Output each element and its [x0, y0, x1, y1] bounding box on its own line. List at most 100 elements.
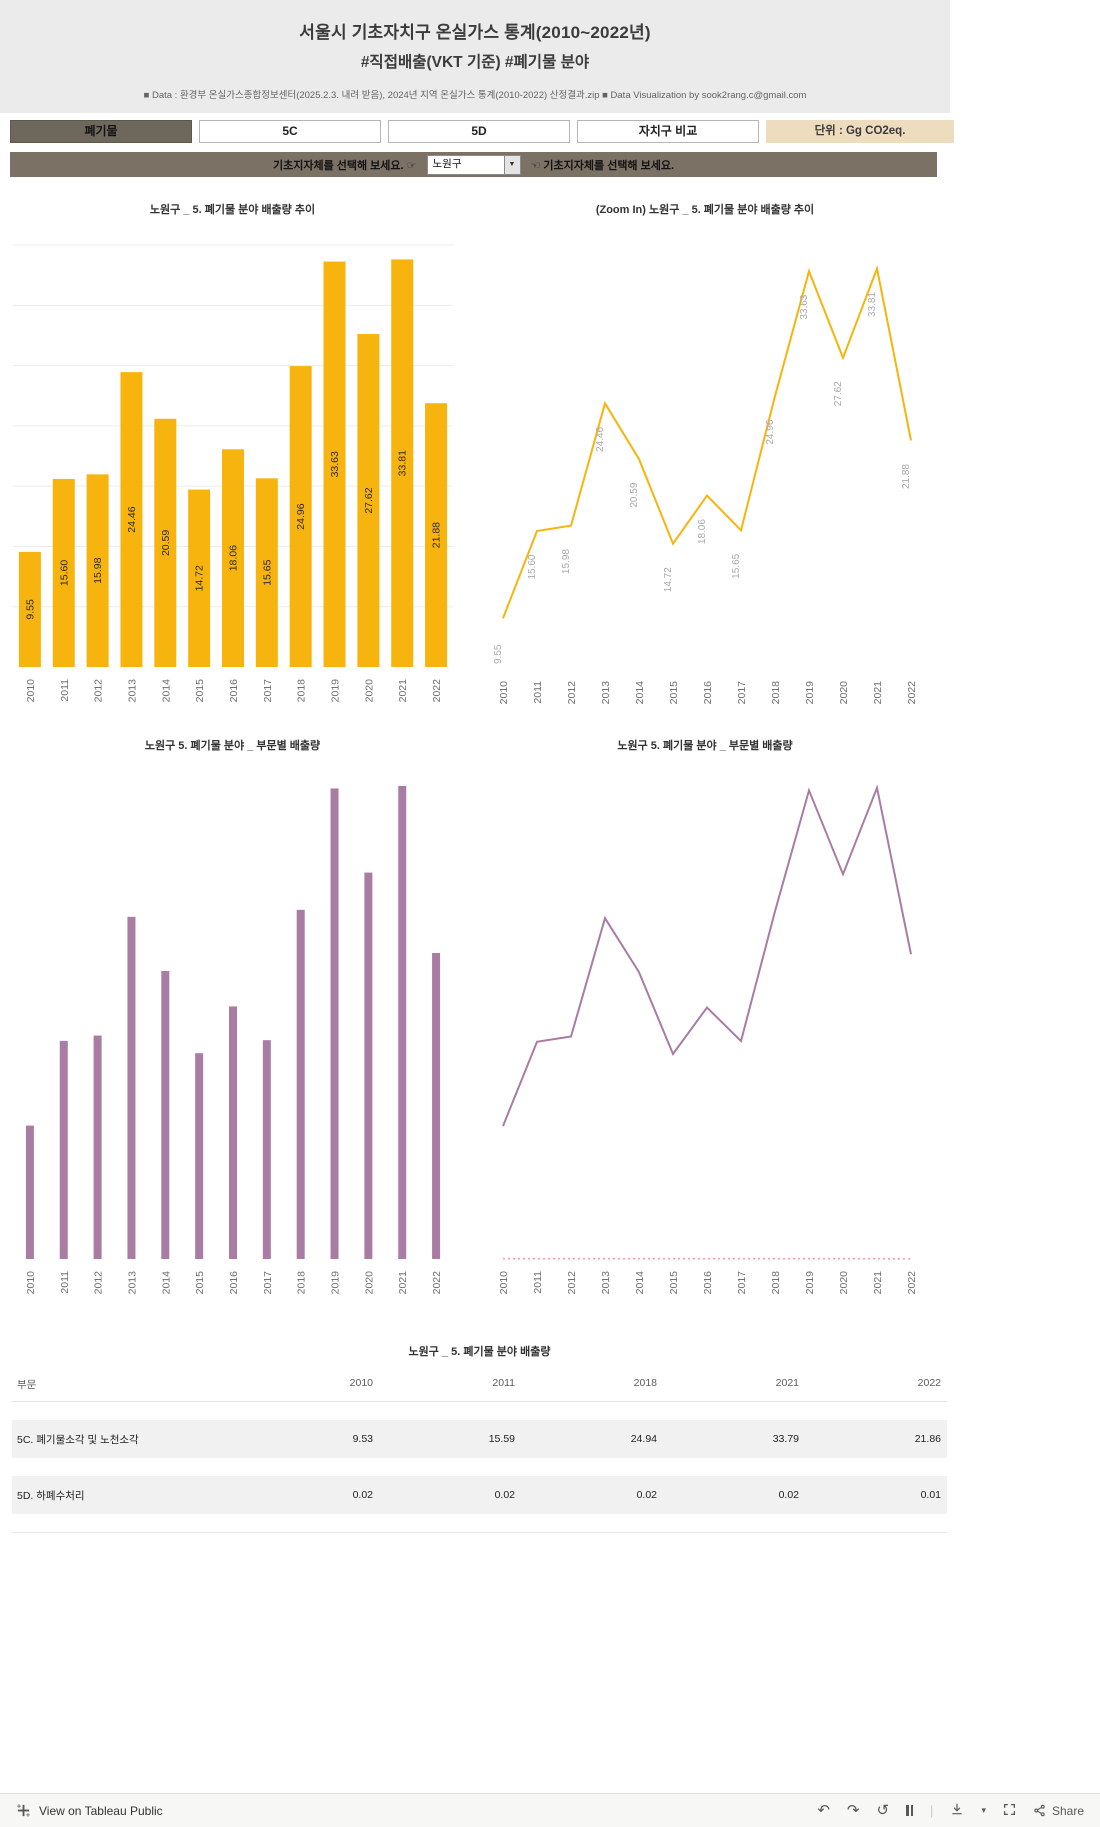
share-label: Share [1051, 1803, 1084, 1818]
svg-text:15.60: 15.60 [58, 560, 70, 586]
bar-2016[interactable] [221, 449, 244, 667]
bar-2015[interactable] [194, 1053, 203, 1259]
chart-sector-line: 노원구 5. 폐기물 분야 _ 부문별 배출량 2010 2011 2012 2013… [465, 725, 945, 1317]
redo-icon[interactable]: ↷ [846, 1802, 860, 1819]
chart-emissions-trend-bar: 노원구 _ 5. 폐기물 분야 배출량 추이 9.55 15.60 15.98 24.… [0, 189, 465, 725]
svg-text:15.98: 15.98 [561, 549, 572, 574]
toolbar-icons: ↶ ↷ ↺ | ▾ [817, 1802, 1084, 1819]
bar-2018[interactable] [296, 909, 305, 1259]
bar-2019[interactable] [323, 261, 346, 667]
selector-prompt-right: ☜ 기초지자체를 선택해 보세요. [530, 159, 675, 172]
x-axis-label: 2019 [804, 681, 816, 705]
x-axis-label: 2011 [532, 1271, 544, 1294]
bar-2010[interactable] [18, 551, 41, 667]
chart-title: (Zoom In) 노원구 _ 5. 폐기물 분야 배출량 추이 [595, 204, 815, 216]
svg-text:24.46: 24.46 [125, 506, 137, 532]
charts-grid: 노원구 _ 5. 폐기물 분야 배출량 추이 9.55 15.60 15.98 24.… [0, 189, 950, 1317]
selector-bar: 기초지자체를 선택해 보세요. ☞ 노원구 ▼ ☜ 기초지자체를 선택해 보세요… [10, 152, 937, 177]
district-dropdown[interactable]: 노원구 ▼ [426, 154, 521, 175]
tab-district-compare[interactable]: 자치구 비교 [577, 120, 759, 143]
x-axis-label: 2018 [295, 679, 307, 703]
download-icon[interactable] [950, 1802, 964, 1819]
svg-text:9.55: 9.55 [24, 599, 36, 620]
view-on-tableau-label: View on Tableau Public [39, 1803, 163, 1818]
download-caret-icon[interactable]: ▾ [981, 1805, 986, 1815]
line-series[interactable] [502, 264, 912, 619]
svg-text:20.59: 20.59 [629, 482, 640, 507]
svg-text:14.72: 14.72 [663, 567, 674, 592]
bar-2017[interactable] [262, 1040, 271, 1259]
svg-text:15.98: 15.98 [92, 557, 104, 583]
x-axis-label: 2015 [194, 679, 206, 703]
page-subtitle: #직접배출(VKT 기준) #폐기물 분야 [360, 54, 590, 71]
table-bottom-rule [12, 1532, 947, 1533]
x-axis-label: 2014 [160, 1271, 172, 1295]
svg-text:15.60: 15.60 [527, 554, 538, 579]
bar-2013[interactable] [119, 372, 142, 667]
table-row[interactable]: 5D. 하폐수처리 0.02 0.02 0.02 0.02 0.01 [12, 1476, 947, 1514]
svg-text:15.65: 15.65 [261, 559, 273, 585]
bar-chart-svg: 9.55 15.60 15.98 24.46 20.59 14.72 18.06 15.65 2… [12, 244, 453, 703]
x-axis-label: 2012 [92, 679, 104, 703]
line-series[interactable] [502, 784, 912, 1127]
cell-value: 9.53 [352, 1433, 373, 1445]
x-axis-label: 2022 [906, 681, 918, 705]
svg-text:24.96: 24.96 [765, 419, 776, 444]
svg-text:24.96: 24.96 [295, 503, 307, 529]
column-header-sector: 부문 [17, 1379, 37, 1391]
share-button[interactable]: Share [1033, 1804, 1084, 1818]
svg-text:18.06: 18.06 [227, 545, 239, 571]
cell-value: 21.86 [914, 1433, 941, 1445]
pause-icon[interactable] [906, 1805, 914, 1816]
fullscreen-icon[interactable] [1003, 1803, 1016, 1819]
x-axis-label: 2019 [329, 679, 341, 703]
bar-2016[interactable] [228, 1006, 237, 1259]
bar-2013[interactable] [126, 916, 135, 1259]
bar-2011[interactable] [52, 478, 75, 667]
selector-prompt-left: 기초지자체를 선택해 보세요. ☞ [272, 159, 417, 172]
bar-2010[interactable] [25, 1125, 34, 1259]
chart-title: 노원구 5. 폐기물 분야 _ 부문별 배출량 [144, 740, 321, 752]
bar-2022[interactable] [431, 952, 440, 1259]
view-on-tableau-link[interactable]: View on Tableau Public [16, 1803, 163, 1818]
x-axis-label: 2018 [770, 1271, 782, 1295]
bar-2014[interactable] [160, 971, 169, 1259]
tab-5d[interactable]: 5D [388, 120, 570, 143]
svg-text:33.81: 33.81 [396, 450, 408, 476]
tab-waste[interactable]: 폐기물 [10, 120, 192, 143]
unit-label: 단위 : Gg CO2eq. [766, 120, 954, 143]
bar-2019[interactable] [330, 788, 339, 1259]
table-row[interactable]: 5C. 폐기물소각 및 노천소각 9.53 15.59 24.94 33.79 21.86 [12, 1420, 947, 1458]
reset-icon[interactable]: ↺ [876, 1802, 890, 1819]
bar-2012[interactable] [86, 474, 109, 667]
x-axis-label: 2016 [702, 681, 714, 705]
bar-2011[interactable] [59, 1040, 68, 1259]
bar-2014[interactable] [153, 418, 176, 667]
tableau-logo-icon [17, 1804, 30, 1817]
svg-text:9.55: 9.55 [493, 644, 504, 664]
bar-2017[interactable] [255, 478, 278, 667]
bar-2021[interactable] [390, 259, 413, 667]
chevron-down-icon[interactable]: ▼ [503, 155, 520, 174]
bar-2018[interactable] [289, 366, 312, 667]
table-title: 노원구 _ 5. 폐기물 분야 배출량 [408, 1346, 551, 1358]
undo-icon[interactable]: ↶ [817, 1802, 830, 1819]
bar-2012[interactable] [93, 1035, 102, 1259]
x-axis-label: 2010 [24, 679, 36, 703]
x-axis-label: 2021 [872, 681, 884, 705]
x-axis-label: 2014 [634, 1271, 646, 1295]
bar-2021[interactable] [397, 785, 406, 1259]
x-axis-label: 2017 [736, 1271, 748, 1295]
bar-2015[interactable] [187, 489, 210, 667]
summary-table: 노원구 _ 5. 폐기물 분야 배출량 부문 2010 2011 2018 2021 20… [12, 1343, 947, 1533]
svg-text:27.62: 27.62 [362, 487, 374, 513]
bar-2022[interactable] [424, 403, 447, 667]
bar-2020[interactable] [356, 334, 379, 667]
column-header-year: 2011 [492, 1377, 515, 1389]
share-icon [1034, 1804, 1045, 1817]
bar-2020[interactable] [363, 872, 372, 1259]
x-axis-label: 2016 [702, 1271, 714, 1295]
x-axis-label: 2015 [668, 1271, 680, 1295]
tab-5c[interactable]: 5C [199, 120, 381, 143]
